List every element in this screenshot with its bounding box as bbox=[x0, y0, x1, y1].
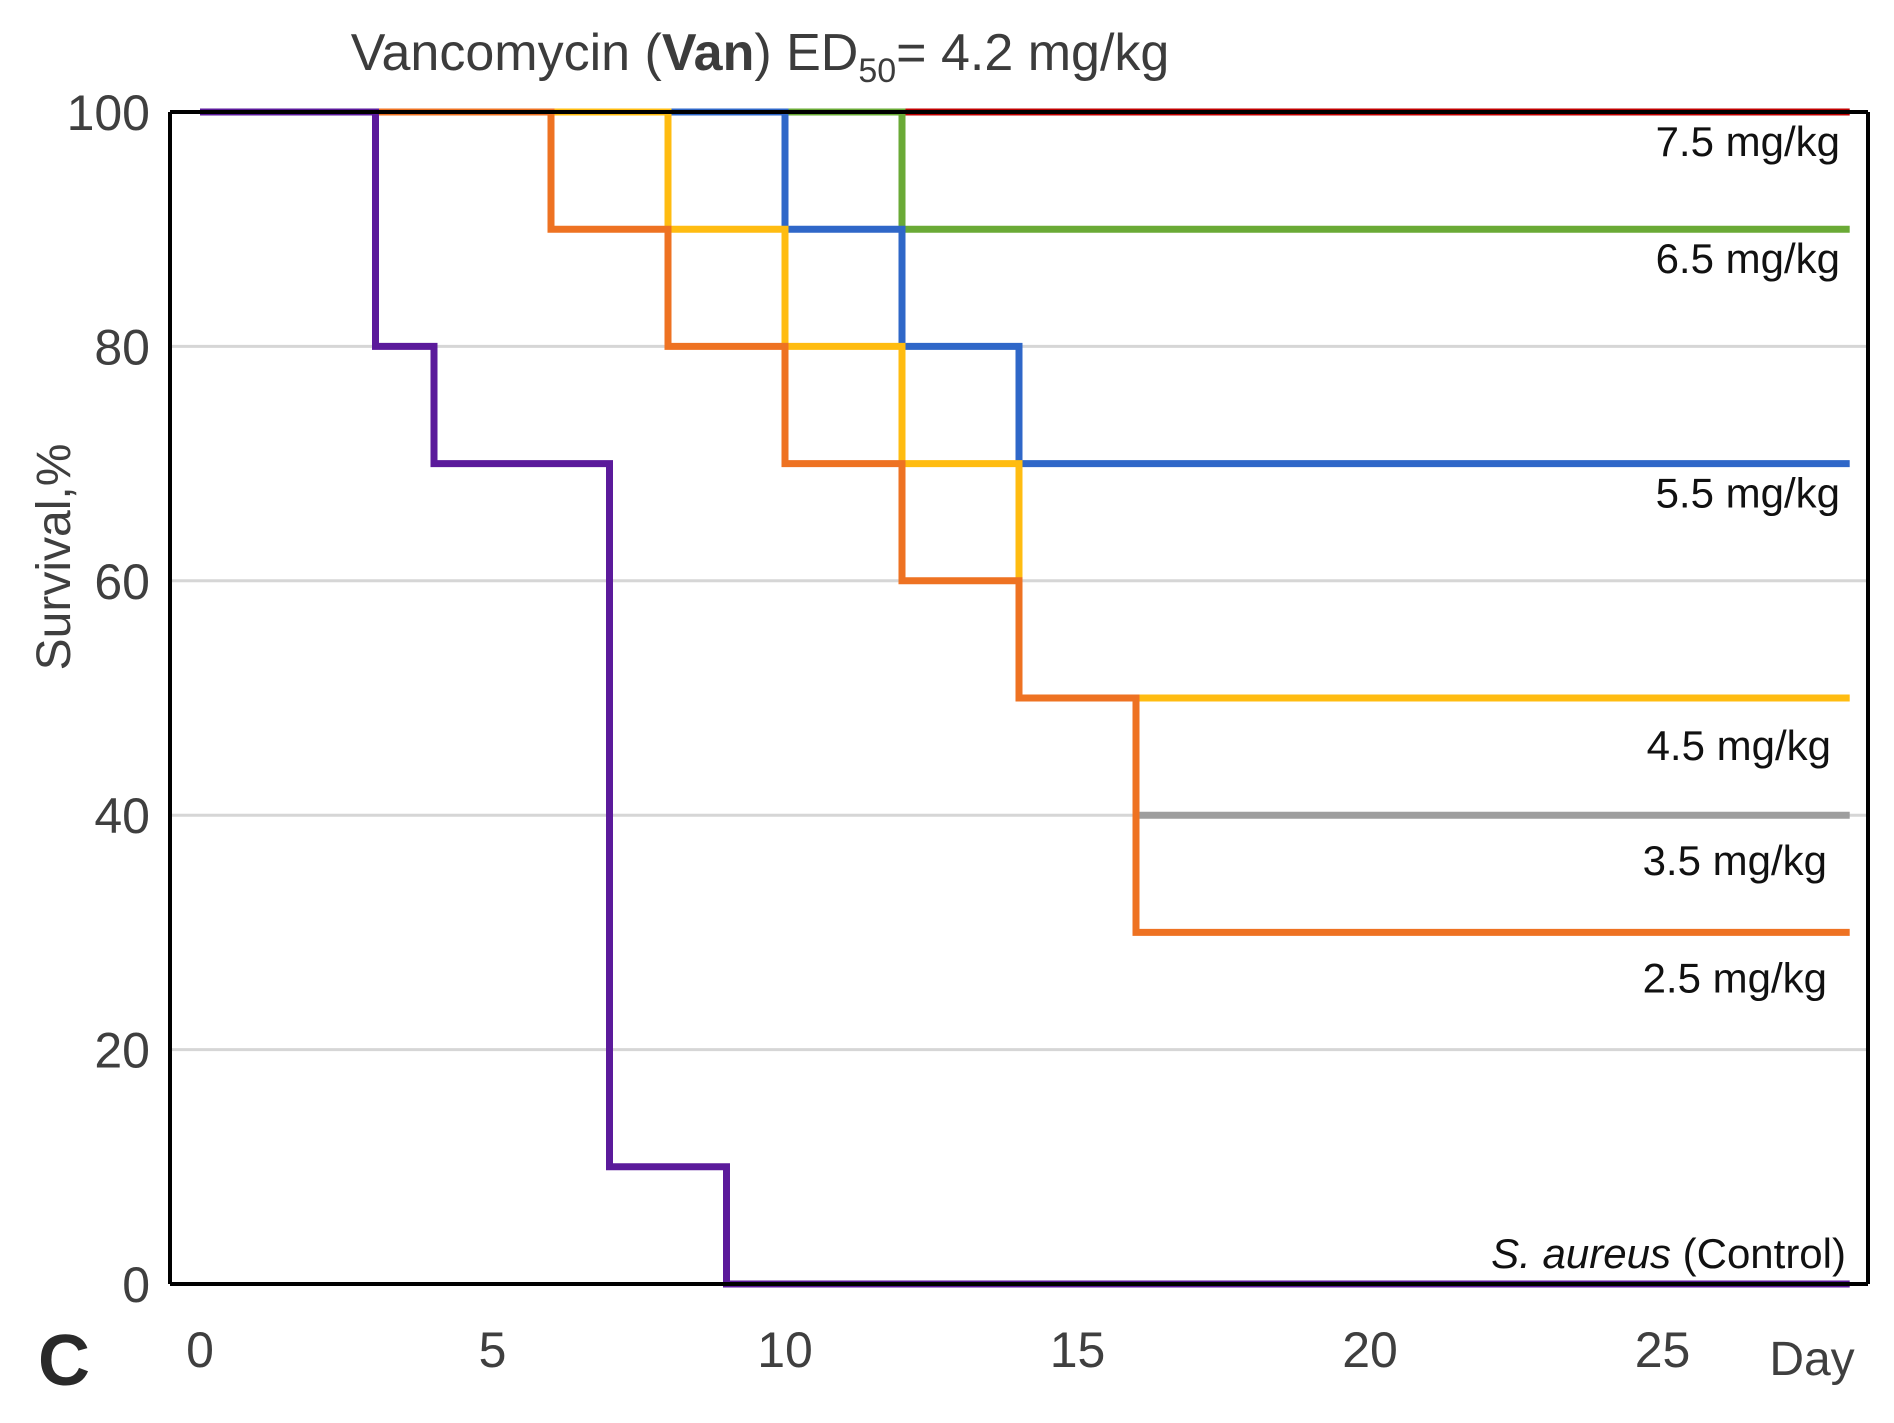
series-label-1: 6.5 mg/kg bbox=[1656, 235, 1840, 282]
y-tick-label-80: 80 bbox=[94, 319, 150, 375]
y-tick-label-100: 100 bbox=[67, 85, 150, 141]
series-label-italic: S. aureus bbox=[1491, 1230, 1671, 1277]
series-line-6 bbox=[200, 108, 1850, 1288]
y-tick-label-60: 60 bbox=[94, 554, 150, 610]
chart-title: Vancomycin (Van) ED50= 4.2 mg/kg bbox=[351, 24, 1170, 90]
y-tick-label-40: 40 bbox=[94, 788, 150, 844]
x-tick-label-20: 20 bbox=[1342, 1322, 1398, 1378]
title-middle: ) ED bbox=[754, 24, 858, 82]
axes bbox=[168, 110, 1870, 1286]
title-bold: Van bbox=[662, 24, 755, 82]
tick-labels: 0 20 40 60 80 100 0 5 10 15 20 25 bbox=[67, 85, 1691, 1378]
panel-label: C bbox=[38, 1321, 90, 1401]
series-label-rest: (Control) bbox=[1671, 1230, 1846, 1277]
series-label-5: 2.5 mg/kg bbox=[1643, 954, 1827, 1001]
series-label-4: 3.5 mg/kg bbox=[1643, 837, 1827, 884]
series-line-5 bbox=[375, 108, 1850, 936]
x-tick-label-25: 25 bbox=[1635, 1322, 1691, 1378]
x-tick-label-0: 0 bbox=[186, 1322, 214, 1378]
series-line-3 bbox=[551, 108, 1850, 702]
title-suffix: = 4.2 mg/kg bbox=[896, 24, 1169, 82]
series-labels: 7.5 mg/kg 6.5 mg/kg 5.5 mg/kg 4.5 mg/kg 3.5 … bbox=[1491, 118, 1846, 1277]
series-label-2: 5.5 mg/kg bbox=[1656, 470, 1840, 517]
series-line-2 bbox=[668, 108, 1850, 468]
series-label-0: 7.5 mg/kg bbox=[1656, 118, 1840, 165]
y-axis-label: Survival,% bbox=[28, 444, 81, 671]
x-tick-label-5: 5 bbox=[479, 1322, 507, 1378]
series-label-3: 4.5 mg/kg bbox=[1647, 722, 1831, 769]
title-subscript: 50 bbox=[858, 52, 896, 90]
x-tick-label-15: 15 bbox=[1050, 1322, 1106, 1378]
x-tick-label-10: 10 bbox=[757, 1322, 813, 1378]
x-axis-label: Day bbox=[1769, 1333, 1854, 1386]
y-tick-label-20: 20 bbox=[94, 1023, 150, 1079]
series-lines bbox=[200, 108, 1850, 1288]
title-prefix: Vancomycin ( bbox=[351, 24, 663, 82]
y-tick-label-0: 0 bbox=[122, 1257, 150, 1313]
series-label-6: S. aureus (Control) bbox=[1491, 1230, 1846, 1277]
